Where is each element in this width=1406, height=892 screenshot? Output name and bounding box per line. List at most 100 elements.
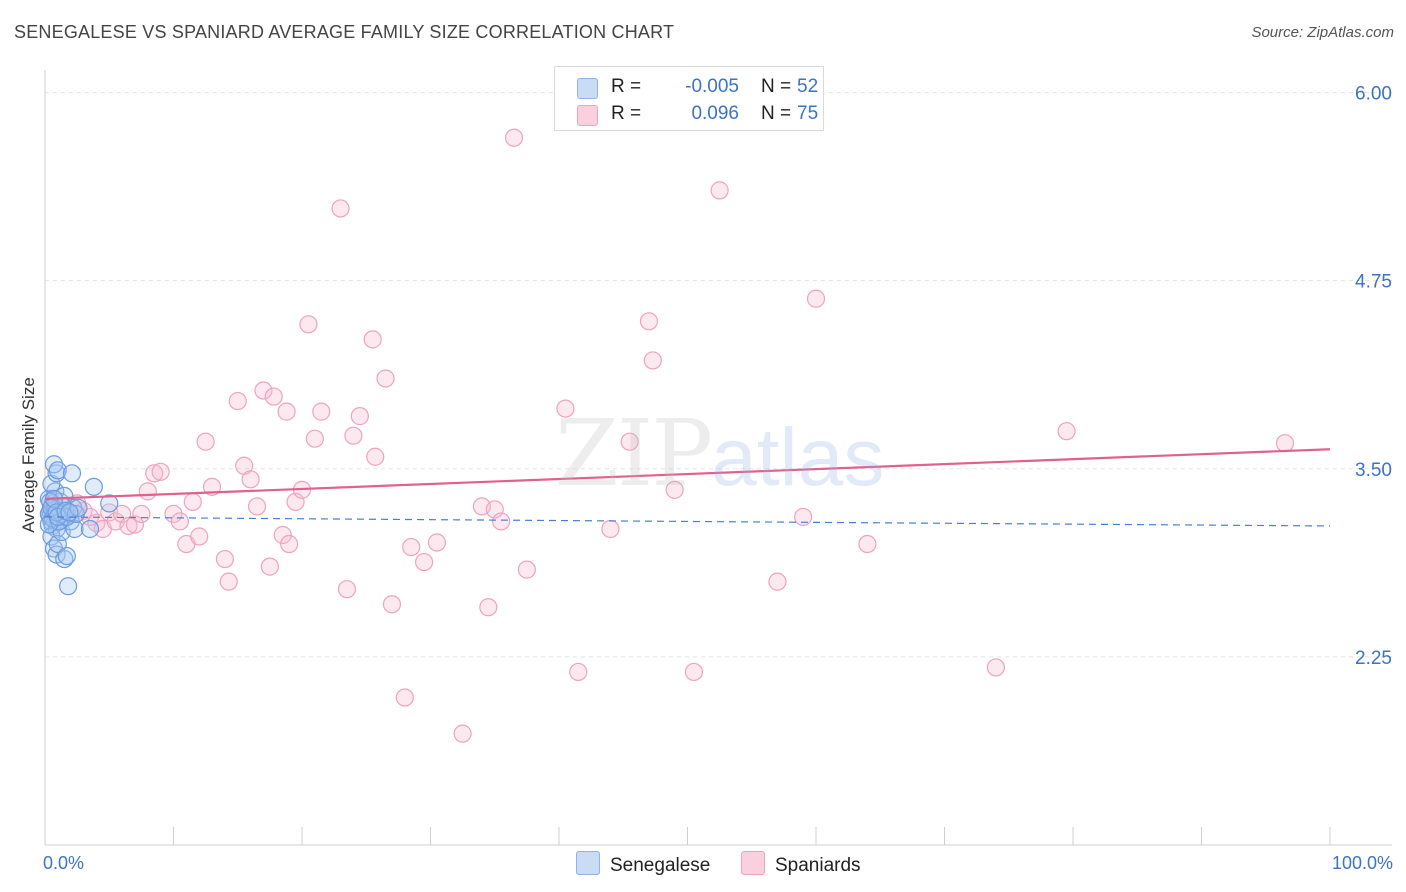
senegalese-point [60, 503, 79, 522]
chart-title: SENEGALESE VS SPANIARD AVERAGE FAMILY SI… [14, 22, 675, 42]
spaniards-point [196, 432, 215, 451]
spaniards-point [402, 537, 421, 557]
spaniards-point [132, 504, 151, 524]
spaniards-point [183, 492, 202, 511]
spaniards-point [219, 572, 238, 591]
spaniards-point [492, 512, 511, 531]
spaniards-point [556, 399, 575, 418]
spaniards-point [138, 482, 157, 501]
legend-n-label: N = [761, 103, 792, 124]
spaniards-point [601, 519, 620, 539]
spaniards-point [363, 330, 382, 349]
spaniards-point [277, 402, 296, 421]
spaniards-point [794, 507, 813, 527]
spaniards-points [55, 128, 1295, 743]
senegalese-point [69, 498, 88, 518]
spaniards-point [1057, 422, 1076, 441]
spaniards-point [254, 381, 273, 400]
spaniards-point [215, 549, 234, 569]
correlation-legend: R = -0.005 N = 52 R = 0.096 N = 75 [554, 66, 824, 131]
trend-lines [44, 448, 1331, 527]
spaniards-point [414, 552, 434, 572]
legend-r-label: R = [611, 76, 642, 97]
legend-r-value: 0.096 [691, 103, 739, 124]
spaniards-point [665, 480, 684, 499]
senegalese-points [39, 455, 119, 596]
spaniards-point [202, 477, 222, 496]
spaniards-point [479, 598, 498, 617]
senegalese-point [80, 519, 100, 539]
spaniards-point [643, 351, 662, 370]
spaniards-point [170, 512, 190, 531]
spaniards-point [395, 688, 414, 707]
watermark-zip: ZIP [555, 400, 713, 507]
spaniards-point [273, 525, 292, 545]
bottom-legend-senegalese: Senegalese [576, 851, 710, 877]
x-tick-label-start: 0.0% [43, 853, 84, 873]
x-tick-label-end: 100.0% [1332, 853, 1393, 873]
spaniards-point [639, 312, 659, 331]
spaniards-point [453, 724, 472, 743]
spaniards-point [299, 315, 318, 334]
spaniards-point [312, 402, 331, 421]
senegalese-point [48, 534, 67, 554]
source-label: Source: ZipAtlas.com [1251, 24, 1394, 41]
legend-r-value: -0.005 [685, 76, 739, 97]
spaniards-point [569, 662, 588, 682]
spaniards-point [260, 557, 279, 576]
grid-lines [45, 92, 1392, 658]
spaniards-point [145, 464, 164, 483]
legend-r-label: R = [611, 103, 642, 124]
y-axis-label: Average Family Size [19, 377, 38, 533]
spaniards-point [151, 462, 170, 481]
tick-labels: 2.25 3.50 4.75 6.00 0.0% 100.0% [43, 84, 1393, 873]
spaniards-point [376, 369, 395, 388]
spaniards-point [125, 515, 145, 534]
spaniards-point [119, 516, 138, 536]
bottom-legend-label: Spaniards [775, 855, 861, 876]
spaniards-point [241, 470, 260, 489]
spaniards-point [247, 497, 267, 516]
spaniards-point [366, 447, 385, 466]
spaniards-point [1275, 434, 1295, 453]
senegalese-point [48, 461, 67, 480]
legend-swatch-senegalese [577, 78, 598, 99]
axes [44, 70, 1392, 846]
spaniards-point [858, 534, 877, 554]
spaniards-point [427, 533, 447, 552]
senegalese-point [57, 546, 76, 566]
spaniards-point [684, 662, 704, 682]
y-tick-label: 4.75 [1355, 272, 1392, 293]
senegalese-point [55, 549, 74, 569]
legend-swatch-spaniards [577, 105, 598, 126]
spaniards-point [620, 432, 639, 451]
spaniards-point [382, 595, 402, 614]
legend-n-label: N = [761, 76, 792, 97]
bottom-legend-swatch-senegalese [576, 851, 600, 875]
spaniards-point [806, 289, 826, 308]
spaniards-point [344, 426, 363, 445]
y-tick-label: 2.25 [1355, 648, 1392, 669]
spaniards-point [517, 560, 536, 579]
spaniards-point [190, 527, 209, 546]
spaniards-point [264, 387, 283, 406]
spaniards-point [768, 572, 787, 591]
spaniards-point [280, 534, 299, 554]
senegalese-point [84, 477, 103, 496]
spaniards-point [350, 407, 369, 426]
senegalese-point [100, 494, 119, 513]
senegalese-trend-line [44, 516, 1331, 527]
spaniards-point [986, 658, 1006, 677]
spaniards-trend-line [44, 448, 1331, 500]
y-tick-label: 3.50 [1355, 460, 1392, 481]
bottom-legend-label: Senegalese [610, 855, 711, 876]
watermark: ZIPatlas [555, 400, 884, 507]
spaniards-point [337, 580, 357, 599]
spaniards-point [331, 199, 350, 218]
legend-n-value: 75 [797, 103, 819, 124]
spaniards-point [504, 128, 524, 147]
legend-row-spaniards: R = 0.096 N = 75 [577, 102, 818, 128]
legend-n-value: 52 [797, 76, 819, 97]
legend-row-senegalese: R = -0.005 N = 52 [577, 75, 818, 101]
